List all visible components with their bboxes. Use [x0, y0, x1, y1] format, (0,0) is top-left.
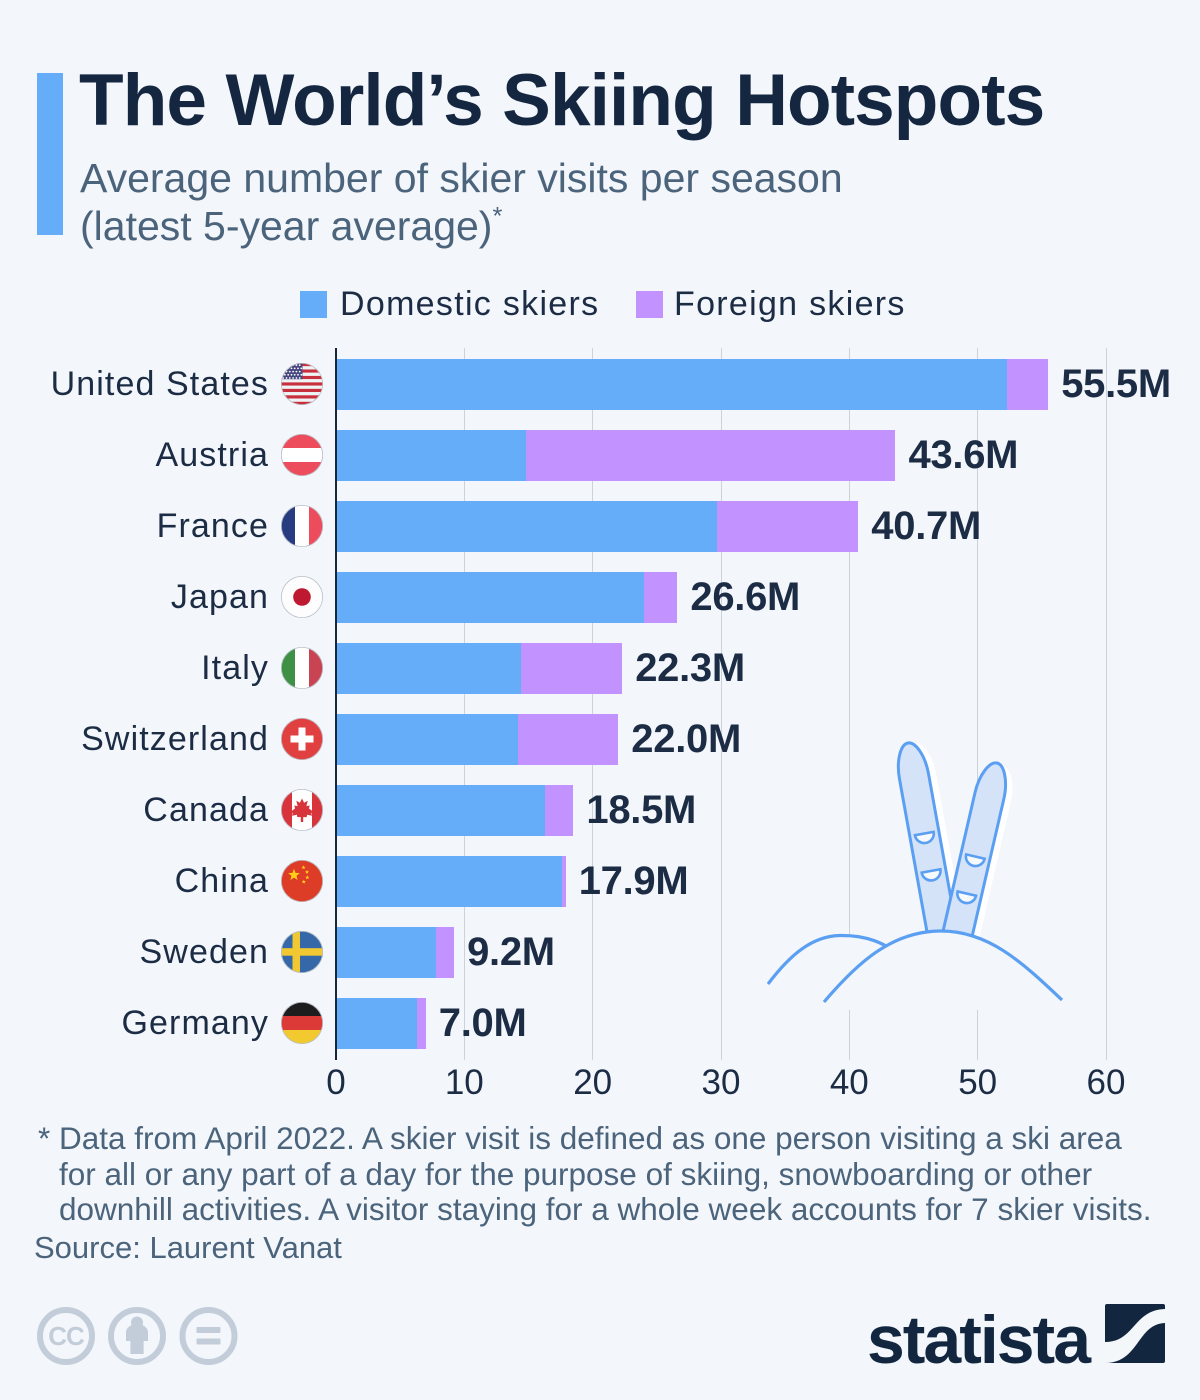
svg-text:CC: CC — [48, 1321, 85, 1351]
svg-text:statista: statista — [867, 1302, 1092, 1370]
